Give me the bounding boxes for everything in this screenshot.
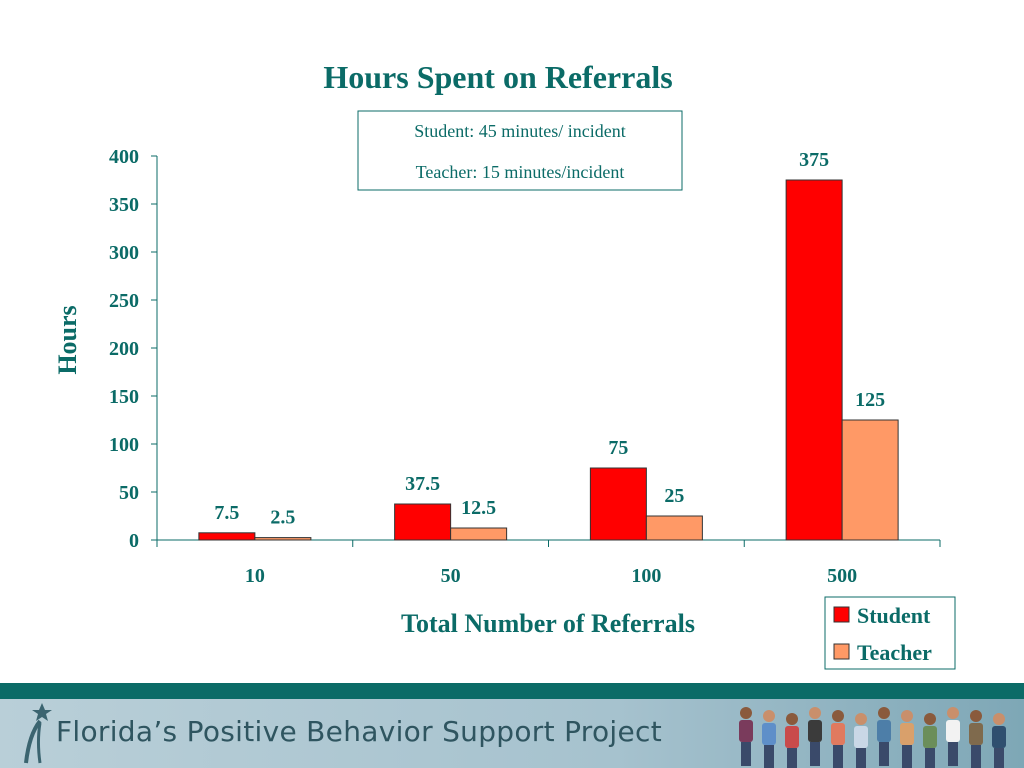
data-label-student: 37.5	[405, 473, 440, 495]
child-figure	[739, 707, 753, 766]
legend: Student Teacher	[824, 596, 956, 670]
x-tick-label: 500	[827, 565, 857, 587]
data-label-teacher: 2.5	[270, 507, 295, 529]
y-tick-label: 50	[119, 482, 139, 504]
data-label-teacher: 12.5	[461, 497, 496, 519]
footer-banner: Florida’s Positive Behavior Support Proj…	[0, 699, 1024, 768]
x-axis-title: Total Number of Referrals	[401, 609, 695, 638]
bar-teacher	[645, 515, 703, 541]
bar-student	[589, 467, 647, 541]
y-tick-label: 150	[109, 386, 139, 408]
bar-student	[394, 503, 452, 541]
bar-teacher	[254, 537, 312, 541]
child-figure	[946, 707, 960, 766]
child-figure	[808, 707, 822, 766]
child-figure	[969, 710, 983, 768]
y-tick-label: 300	[109, 242, 139, 264]
note-line-student: Student: 45 minutes/ incident	[414, 121, 625, 141]
note-box: Student: 45 minutes/ incident Teacher: 1…	[357, 110, 683, 191]
bar-student	[198, 532, 256, 541]
legend-swatch-student	[833, 606, 850, 623]
legend-label-student: Student	[857, 603, 931, 628]
child-figure	[831, 710, 845, 768]
x-tick-label: 100	[631, 565, 661, 587]
y-tick-label: 0	[129, 530, 139, 552]
y-tick-label: 100	[109, 434, 139, 456]
note-line-teacher: Teacher: 15 minutes/incident	[416, 162, 625, 182]
bar-student	[785, 179, 843, 541]
data-label-teacher: 125	[855, 389, 885, 411]
bar-teacher	[841, 419, 899, 541]
child-figure	[762, 710, 776, 768]
x-tick-label: 10	[245, 565, 265, 587]
chart-title: Hours Spent on Referrals	[323, 59, 672, 95]
data-label-student: 375	[799, 149, 829, 171]
data-label-teacher: 25	[664, 485, 684, 507]
plot-area: 0 50 100 150 200 250 300 350 400 10 50 100 500 7.5 37.…	[109, 146, 941, 587]
bar-teacher	[450, 527, 508, 541]
data-label-student: 7.5	[214, 502, 239, 524]
y-tick-label: 350	[109, 194, 139, 216]
child-figure	[900, 710, 914, 768]
footer-stripe	[0, 683, 1024, 699]
x-tick-label: 50	[441, 565, 461, 587]
child-figure	[785, 713, 799, 768]
legend-label-teacher: Teacher	[857, 640, 932, 665]
star-figure-icon	[24, 703, 52, 764]
y-axis-title: Hours	[53, 305, 82, 374]
child-figure	[923, 713, 937, 768]
y-tick-label: 200	[109, 338, 139, 360]
child-figure	[877, 707, 891, 766]
children-group-image	[739, 707, 1006, 768]
data-label-student: 75	[608, 437, 628, 459]
y-tick-label: 400	[109, 146, 139, 168]
y-tick-label: 250	[109, 290, 139, 312]
chart: Hours Spent on Referrals Student: 45 min…	[53, 59, 956, 670]
child-figure	[992, 713, 1006, 768]
footer-title: Florida’s Positive Behavior Support Proj…	[56, 715, 662, 748]
child-figure	[854, 713, 868, 768]
legend-swatch-teacher	[833, 643, 850, 660]
